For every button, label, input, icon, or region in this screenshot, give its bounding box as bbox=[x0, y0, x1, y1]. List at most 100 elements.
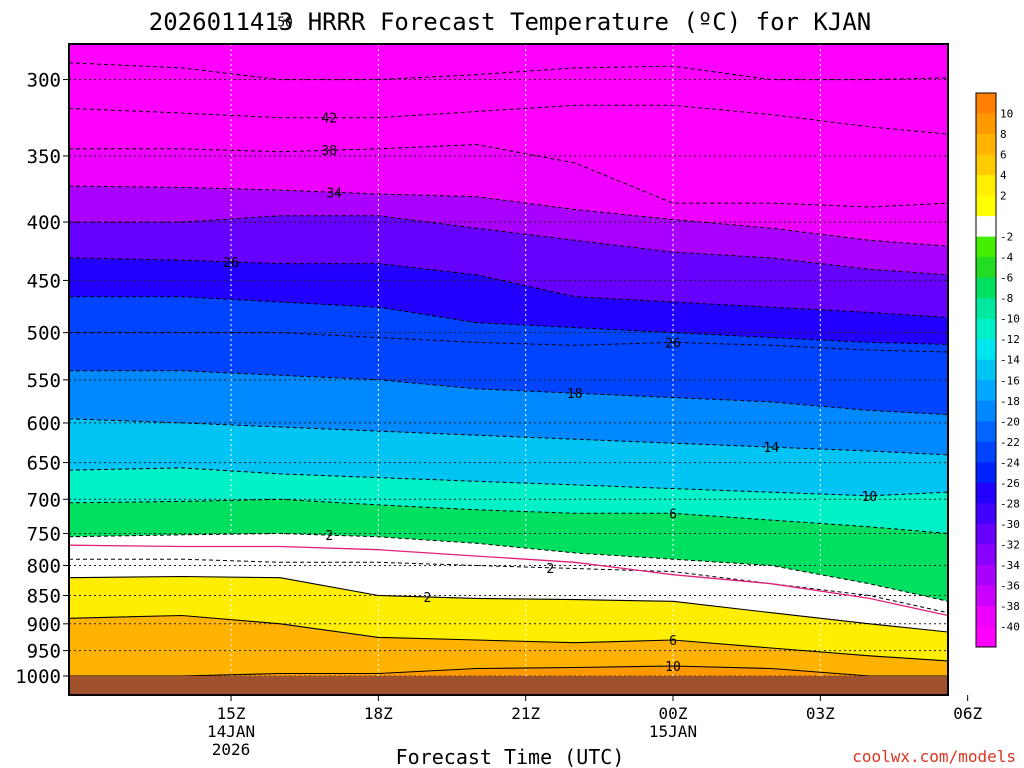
isotherm-label: 10 bbox=[862, 490, 878, 505]
colorbar-label: -20 bbox=[1000, 415, 1020, 428]
colorbar-swatch bbox=[976, 257, 996, 279]
isotherm-line bbox=[69, 665, 948, 677]
time-tick-label: 06Z bbox=[953, 704, 982, 723]
isotherm-label: 38 bbox=[321, 144, 337, 159]
colorbar-swatch bbox=[976, 482, 996, 504]
pressure-tick-label: 450 bbox=[27, 270, 61, 292]
freezing-line bbox=[69, 544, 948, 617]
colorbar-label: -16 bbox=[1000, 374, 1020, 387]
isotherm-line bbox=[69, 62, 948, 81]
isotherm-label: 50 bbox=[277, 16, 293, 31]
colorbar-swatch bbox=[976, 400, 996, 422]
time-tick-label: 18Z bbox=[364, 704, 393, 723]
colorbar-swatch bbox=[976, 175, 996, 197]
colorbar-label: -8 bbox=[1000, 292, 1013, 305]
colorbar-swatch bbox=[976, 93, 996, 115]
pressure-tick-label: 700 bbox=[27, 489, 61, 511]
pressure-tick-label: 950 bbox=[27, 641, 61, 663]
colorbar-swatch bbox=[976, 216, 996, 238]
colorbar-label: -22 bbox=[1000, 436, 1020, 449]
colorbar-label: -28 bbox=[1000, 497, 1020, 510]
isotherm-line bbox=[69, 215, 948, 276]
colorbar-swatch bbox=[976, 134, 996, 156]
colorbar-label: 10 bbox=[1000, 108, 1013, 121]
colorbar-label: -36 bbox=[1000, 579, 1020, 592]
temperature-fill-layer bbox=[69, 44, 948, 695]
pressure-tick-label: 600 bbox=[27, 413, 61, 435]
watermark-link[interactable]: coolwx.com/models bbox=[852, 747, 1016, 766]
time-tick-label: 21Z bbox=[511, 704, 540, 723]
isotherm-layer bbox=[69, 62, 948, 677]
colorbar-label: -4 bbox=[1000, 251, 1014, 264]
colorbar-label: -30 bbox=[1000, 518, 1020, 531]
isotherm-line bbox=[69, 467, 948, 497]
colorbar-swatch bbox=[976, 298, 996, 320]
colorbar-swatch bbox=[976, 380, 996, 402]
isotherm-line bbox=[69, 296, 948, 345]
colorbar-label: -10 bbox=[1000, 313, 1020, 326]
isotherm-label: 2 bbox=[546, 562, 554, 577]
colorbar-swatch bbox=[976, 564, 996, 586]
colorbar-label: -32 bbox=[1000, 538, 1020, 551]
pressure-tick-label: 650 bbox=[27, 453, 61, 475]
colorbar-swatch bbox=[976, 544, 996, 566]
colorbar-label: -14 bbox=[1000, 354, 1020, 367]
isotherm-line bbox=[69, 614, 948, 662]
time-tick-label: 00Z bbox=[659, 704, 688, 723]
pressure-tick-label: 850 bbox=[27, 585, 61, 607]
colorbar-swatch bbox=[976, 605, 996, 627]
colorbar-label: 4 bbox=[1000, 169, 1007, 182]
pressure-tick-label: 900 bbox=[27, 614, 61, 636]
pressure-tick-label: 350 bbox=[27, 146, 61, 168]
colorbar-frame bbox=[975, 92, 997, 648]
x-axis-label: Forecast Time (UTC) bbox=[396, 745, 625, 768]
colorbar-swatch bbox=[976, 236, 996, 258]
colorbar-label: -38 bbox=[1000, 600, 1020, 613]
isotherm-line bbox=[69, 257, 948, 318]
year-tick-label: 2026 bbox=[212, 740, 251, 759]
isotherm-line bbox=[69, 532, 948, 602]
isotherm-line bbox=[69, 418, 948, 456]
pressure-tick-label: 250 bbox=[27, 0, 61, 1]
colorbar-swatch bbox=[976, 154, 996, 176]
colorbar-swatch bbox=[976, 195, 996, 217]
colorbar-label: -24 bbox=[1000, 456, 1020, 469]
colorbar-swatch bbox=[976, 339, 996, 361]
isotherm-label: 6 bbox=[669, 634, 677, 649]
colorbar-swatch bbox=[976, 626, 996, 648]
temperature-colorbar: 10 8 6 4 2 -2 -4 -6 -8 -10 -12 -14 -16 -18 -20 -22 -24 -2… bbox=[975, 92, 1020, 648]
colorbar-swatch bbox=[976, 441, 996, 463]
ground-bar bbox=[69, 676, 948, 695]
plot-frame bbox=[68, 43, 949, 696]
isotherm-line bbox=[69, 498, 948, 534]
colorbar-swatch bbox=[976, 318, 996, 340]
isotherm-line bbox=[69, 575, 948, 633]
isotherm-line bbox=[69, 185, 948, 247]
isotherm-label: 2 bbox=[424, 591, 432, 606]
colorbar-swatch bbox=[976, 277, 996, 299]
colorbar-label: -6 bbox=[1000, 272, 1013, 285]
isotherm-label: 2 bbox=[325, 529, 333, 544]
colorbar-label: 2 bbox=[1000, 190, 1007, 203]
pressure-tick-label: 300 bbox=[27, 70, 61, 92]
colorbar-swatch bbox=[976, 503, 996, 525]
pressure-tick-label: 800 bbox=[27, 555, 61, 577]
colorbar-label: 8 bbox=[1000, 128, 1007, 141]
isotherm-label: 26 bbox=[223, 256, 239, 271]
colorbar-swatch bbox=[976, 462, 996, 484]
colorbar-swatch bbox=[976, 585, 996, 607]
isotherm-label: 10 bbox=[665, 660, 681, 675]
isotherm-line bbox=[69, 104, 948, 135]
colorbar-swatch bbox=[976, 359, 996, 381]
isotherm-label: 14 bbox=[763, 441, 779, 456]
time-tick-label: 03Z bbox=[806, 704, 835, 723]
pressure-tick-label: 500 bbox=[27, 323, 61, 345]
time-tick-label: 15Z bbox=[217, 704, 246, 723]
colorbar-label: -18 bbox=[1000, 395, 1020, 408]
colorbar-swatch bbox=[976, 421, 996, 443]
isotherm-label: 42 bbox=[321, 112, 337, 127]
colorbar-swatch bbox=[976, 523, 996, 545]
